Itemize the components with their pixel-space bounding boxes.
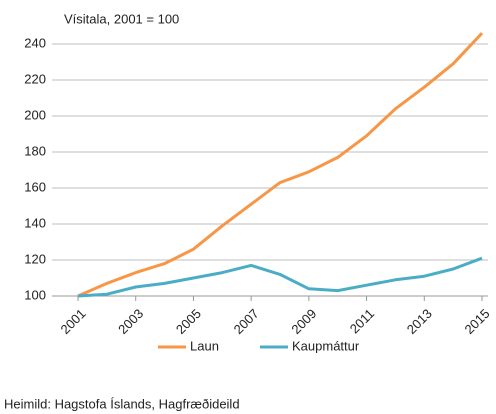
source-note: Heimild: Hagstofa Íslands, Hagfræðideild xyxy=(4,396,240,411)
x-tick-label: 2001 xyxy=(57,306,88,337)
chart-subtitle: Vísitala, 2001 = 100 xyxy=(64,11,179,26)
x-tick-label: 2005 xyxy=(173,306,204,337)
y-tick-label: 240 xyxy=(24,35,46,50)
y-tick-label: 200 xyxy=(24,107,46,122)
line-series xyxy=(77,256,483,298)
y-tick-label: 180 xyxy=(24,143,46,158)
x-tick-label: 2009 xyxy=(288,306,319,337)
x-tick-label: 2015 xyxy=(461,306,492,337)
line-series xyxy=(77,32,484,298)
legend-label: Laun xyxy=(190,338,219,353)
legend-label: Kaupmáttur xyxy=(292,338,360,353)
x-tick-label: 2007 xyxy=(231,306,262,337)
y-tick-label: 160 xyxy=(24,179,46,194)
x-tick-label: 2003 xyxy=(115,306,146,337)
y-tick-label: 120 xyxy=(24,251,46,266)
x-tick-label: 2011 xyxy=(347,306,377,336)
y-tick-label: 140 xyxy=(24,215,46,230)
y-tick-label: 220 xyxy=(24,71,46,86)
y-tick-label: 100 xyxy=(24,287,46,302)
x-tick-label: 2013 xyxy=(404,306,435,337)
